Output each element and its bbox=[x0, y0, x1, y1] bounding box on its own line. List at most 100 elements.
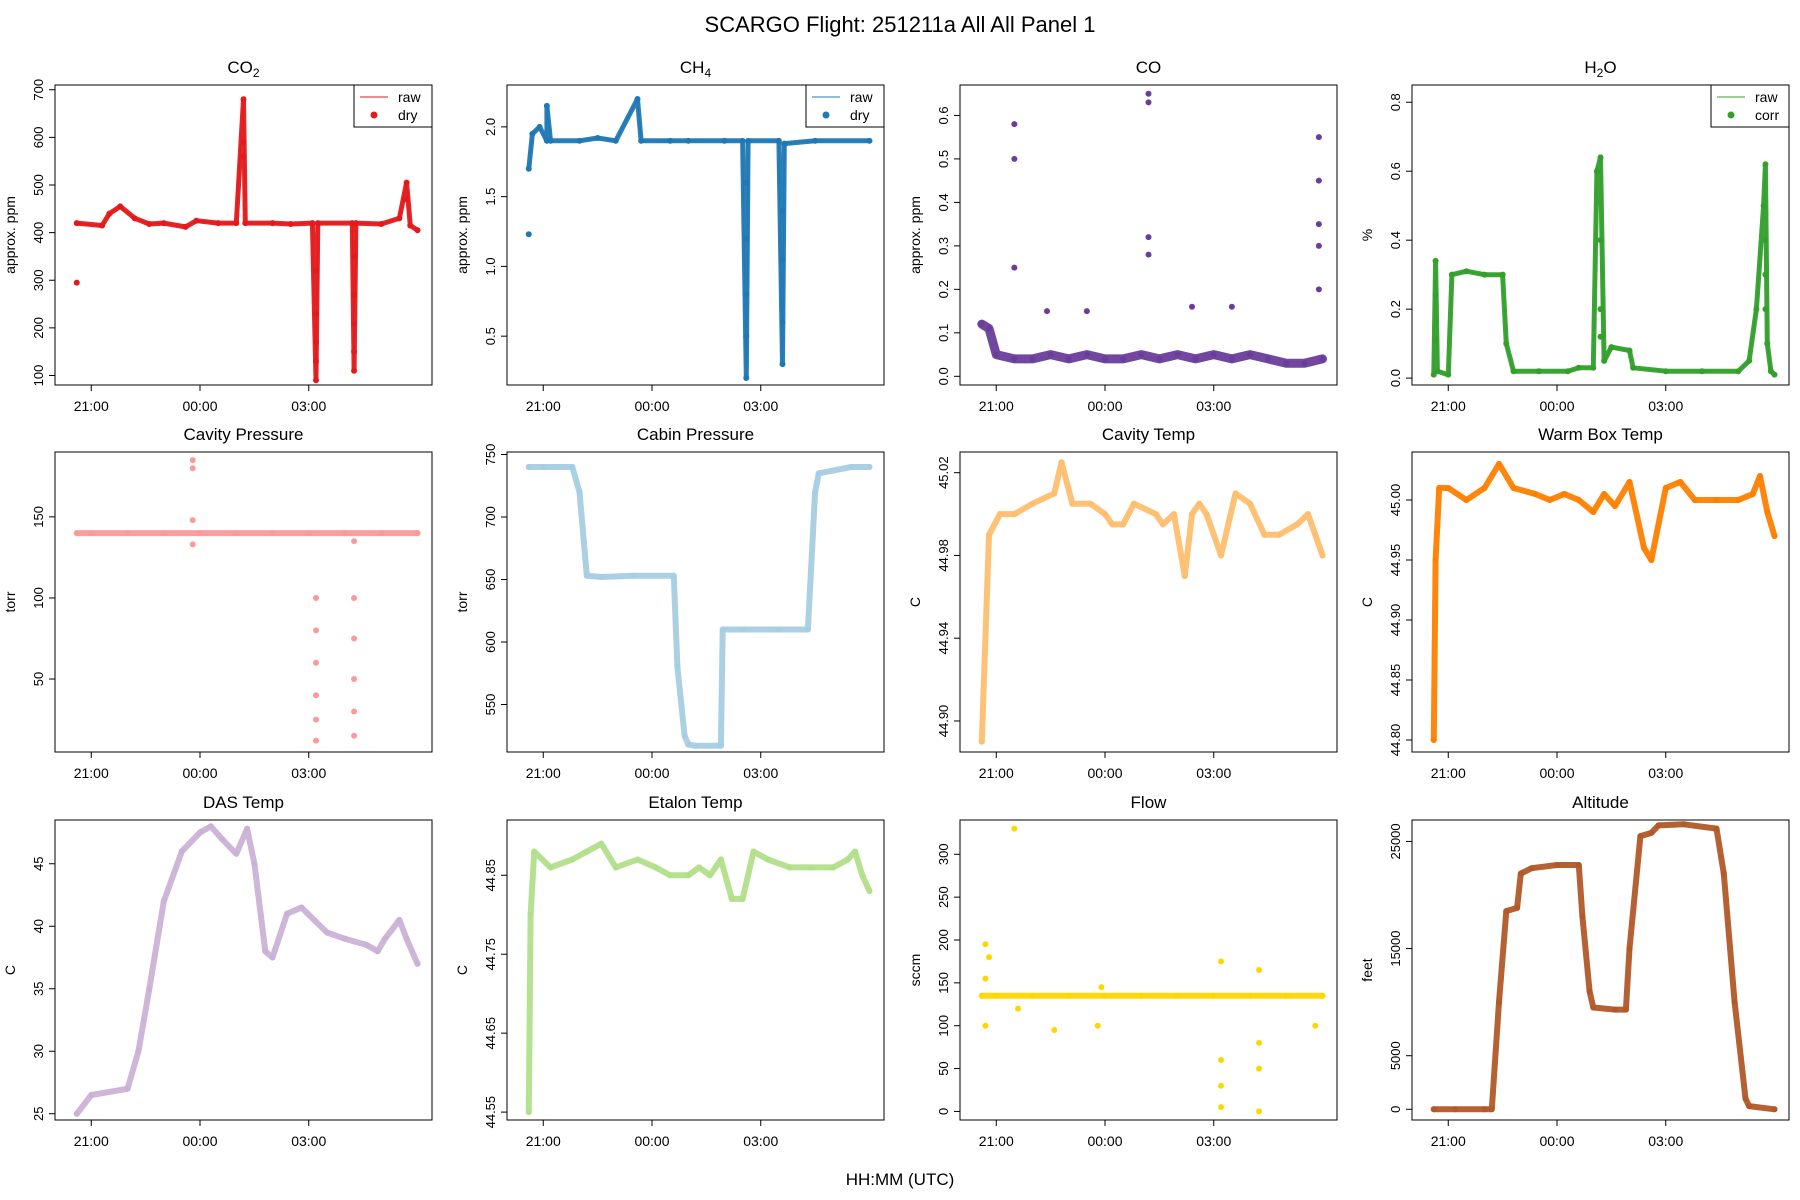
legend-entry: dry bbox=[850, 107, 869, 123]
data-point bbox=[993, 351, 1000, 358]
data-point bbox=[1131, 500, 1137, 507]
data-point bbox=[1532, 491, 1539, 497]
data-point bbox=[240, 96, 247, 103]
data-point bbox=[242, 220, 249, 227]
data-point bbox=[576, 489, 583, 495]
panel-title: Cavity Pressure bbox=[184, 425, 304, 444]
x-tick-label: 00:00 bbox=[1087, 765, 1122, 781]
x-tick-label: 03:00 bbox=[291, 765, 326, 781]
series-line bbox=[1430, 461, 1778, 743]
spike-point bbox=[313, 627, 319, 634]
spike-point bbox=[1315, 242, 1322, 249]
y-axis-label: torr bbox=[454, 591, 470, 612]
data-point bbox=[262, 948, 269, 955]
spike-point bbox=[779, 319, 786, 326]
data-point bbox=[1065, 355, 1072, 362]
spike-point bbox=[982, 941, 989, 948]
data-point bbox=[1579, 913, 1586, 920]
data-point bbox=[1481, 271, 1488, 278]
data-point bbox=[1601, 357, 1608, 364]
data-point bbox=[775, 137, 782, 144]
data-point bbox=[750, 848, 757, 855]
data-point bbox=[1138, 351, 1145, 358]
legend-entry: corr bbox=[1755, 107, 1779, 123]
data-point bbox=[1637, 833, 1644, 840]
y-axis-label: C bbox=[454, 965, 470, 975]
plot-frame bbox=[1411, 819, 1790, 1121]
y-tick-label: 300 bbox=[936, 843, 951, 865]
data-point bbox=[1764, 340, 1771, 347]
spike-point bbox=[1256, 1039, 1263, 1046]
data-point bbox=[598, 840, 605, 847]
data-point bbox=[1247, 500, 1253, 507]
data-point bbox=[1626, 945, 1633, 952]
x-tick-label: 00:00 bbox=[634, 765, 669, 781]
data-point bbox=[1294, 521, 1301, 528]
data-point bbox=[1210, 351, 1217, 358]
spike-point bbox=[1145, 251, 1152, 258]
x-tick-label: 00:00 bbox=[182, 765, 217, 781]
x-tick-label: 21:00 bbox=[526, 1133, 561, 1149]
spike-point bbox=[1312, 1022, 1319, 1029]
y-tick-label: 0.6 bbox=[1388, 162, 1403, 180]
x-tick-label: 03:00 bbox=[291, 1133, 326, 1149]
data-point bbox=[160, 220, 167, 227]
spike-point bbox=[351, 732, 358, 739]
spike-point bbox=[1145, 90, 1152, 97]
data-point bbox=[1691, 497, 1698, 503]
data-point bbox=[88, 1092, 95, 1098]
data-point bbox=[765, 856, 771, 863]
data-point bbox=[1561, 491, 1568, 497]
data-point bbox=[848, 464, 855, 470]
data-point bbox=[569, 464, 576, 470]
data-point bbox=[866, 137, 873, 144]
data-point bbox=[269, 954, 276, 961]
data-point bbox=[1430, 1106, 1437, 1113]
y-axis-label: approx. ppm bbox=[2, 196, 18, 274]
spike-point bbox=[1218, 1057, 1224, 1063]
y-tick-label: 44.80 bbox=[1388, 724, 1403, 757]
legend-entry: raw bbox=[398, 89, 421, 105]
data-point bbox=[1011, 355, 1018, 362]
data-point bbox=[1319, 552, 1326, 559]
y-tick-label: 750 bbox=[483, 444, 498, 466]
y-tick-label: 44.65 bbox=[483, 1017, 498, 1050]
data-point bbox=[1612, 503, 1618, 509]
y-tick-label: 100 bbox=[31, 365, 46, 387]
data-point bbox=[1713, 497, 1720, 503]
data-point bbox=[1434, 368, 1441, 375]
panel-title: H2O bbox=[1584, 58, 1616, 80]
x-tick-label: 03:00 bbox=[1648, 398, 1683, 414]
y-tick-label: 550 bbox=[483, 694, 498, 716]
data-point bbox=[1181, 573, 1188, 580]
y-axis-label: C bbox=[1359, 597, 1375, 607]
data-point bbox=[1496, 999, 1502, 1006]
data-point bbox=[1481, 1106, 1488, 1113]
plot-frame bbox=[959, 451, 1338, 753]
spike-point bbox=[1145, 234, 1152, 241]
data-point bbox=[1430, 737, 1437, 743]
data-point bbox=[73, 530, 80, 537]
legend-box bbox=[1710, 84, 1790, 128]
data-point bbox=[812, 137, 819, 144]
spike-point bbox=[313, 267, 319, 274]
data-point bbox=[1630, 364, 1637, 371]
data-point bbox=[692, 742, 699, 749]
data-point bbox=[1196, 500, 1203, 507]
y-axis-label: % bbox=[1359, 229, 1375, 241]
data-point bbox=[547, 864, 554, 871]
spike-point bbox=[313, 737, 319, 744]
data-point bbox=[244, 825, 251, 832]
data-point bbox=[1265, 355, 1272, 362]
data-point bbox=[1641, 545, 1647, 551]
data-point bbox=[73, 220, 80, 227]
y-tick-label: 150 bbox=[31, 506, 46, 528]
x-tick-label: 00:00 bbox=[182, 1133, 217, 1149]
y-tick-label: 100 bbox=[936, 1015, 951, 1037]
data-point bbox=[1120, 521, 1127, 528]
panel-title: CO2 bbox=[227, 58, 260, 80]
data-point bbox=[1261, 531, 1268, 538]
spike-point bbox=[779, 256, 786, 263]
data-point bbox=[251, 860, 258, 867]
